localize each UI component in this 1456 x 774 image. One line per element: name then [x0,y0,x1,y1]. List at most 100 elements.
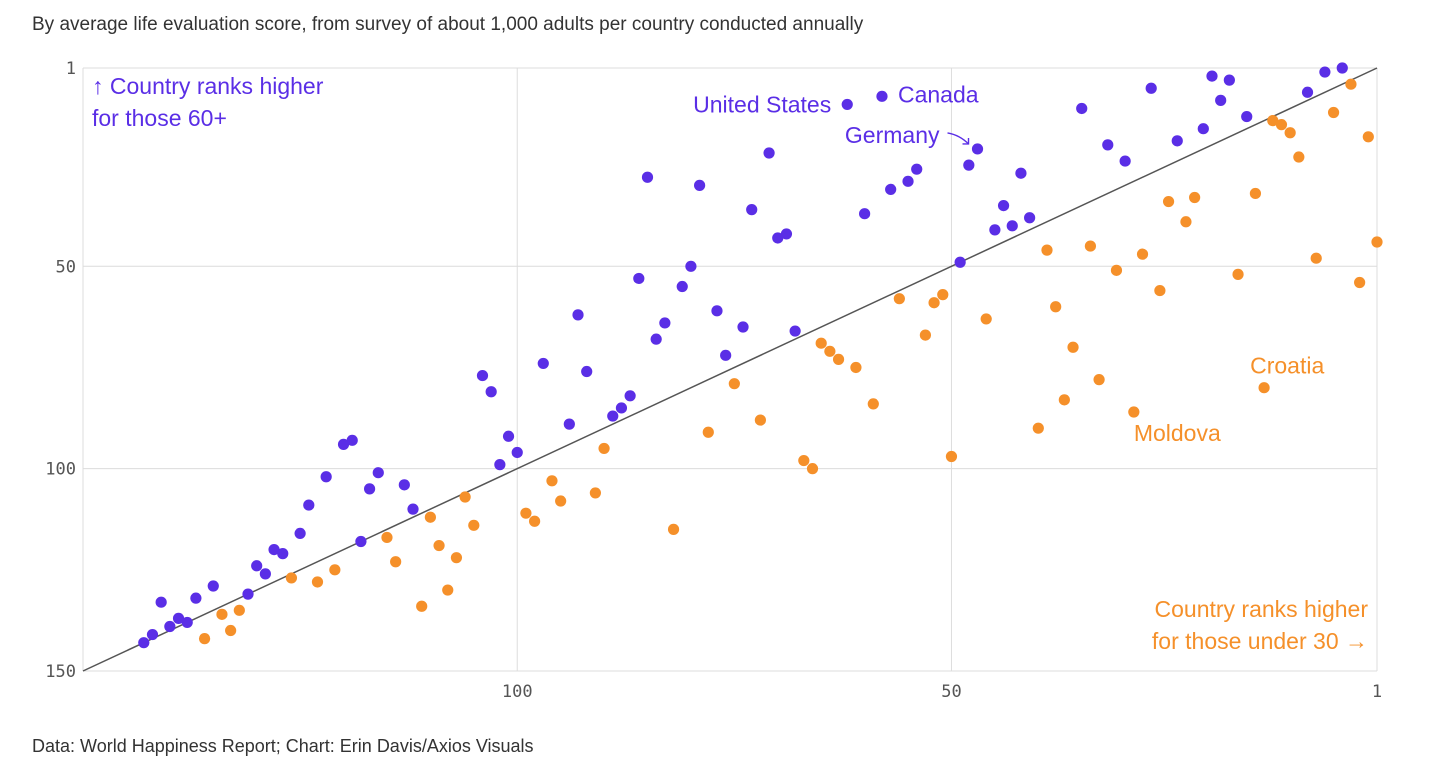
data-point-younger [937,289,949,301]
data-point-younger [528,515,541,527]
data-point-older [476,369,489,382]
data-point-younger [589,487,601,499]
y-tick-label: 50 [56,257,76,277]
data-point-younger [1293,151,1305,163]
note-bottom-right-line2: for those under 30 → [1152,628,1368,654]
data-point-younger [806,463,819,475]
data-point-younger [815,337,827,349]
data-point-younger [1093,374,1105,386]
data-point-younger [216,608,228,620]
data-point-younger [329,564,341,576]
data-point-younger [824,345,836,357]
data-point-younger [450,552,463,564]
data-point-older [885,183,897,196]
data-point-younger [520,507,532,519]
data-point-older [268,543,280,556]
data-point-older [737,321,749,333]
data-point-younger [285,572,298,584]
y-tick-label: 1 [66,59,76,79]
data-point-older [572,309,584,321]
data-point-younger [381,531,393,544]
data-point-older [641,171,654,183]
data-point-older [181,616,193,629]
data-point-younger [728,378,740,390]
data-point-older [1223,74,1235,86]
data-point-older [138,637,150,649]
data-point-younger [1354,276,1366,289]
data-point-older [694,179,706,191]
data-point-younger [893,293,905,305]
note-top-left-line2: for those 60+ [92,105,227,131]
data-point-younger [1128,406,1140,418]
data-point-older [659,317,671,329]
data-point-younger [1371,236,1383,248]
data-point-younger [667,523,680,535]
annotation-croatia: Croatia [1250,353,1324,379]
data-point-older [303,499,315,511]
data-point-older [277,548,289,560]
data-point-older [841,98,853,111]
data-point-younger [980,313,992,325]
data-point-older [876,90,888,102]
data-point-older [746,204,758,216]
data-point-younger [928,297,940,309]
data-point-younger [1345,78,1357,90]
annotations: United States Canada Germany Croatia Moldova [693,81,1324,446]
data-point-older [1024,212,1036,224]
data-point-younger [1180,216,1192,228]
chart-source: Data: World Happiness Report; Chart: Eri… [32,736,534,756]
annotation-arrowhead-icon [962,137,970,145]
data-point-younger [1050,301,1062,313]
data-point-younger [1267,115,1279,127]
data-point-older [607,410,619,422]
data-point-younger [850,361,862,374]
data-point-older [1102,139,1114,151]
data-point-older [676,280,688,293]
data-point-older [355,535,367,548]
data-point-younger [433,539,445,552]
data-point-younger [754,414,766,426]
data-point-younger [702,426,714,438]
data-point-older [407,503,419,515]
data-point-older [1145,82,1157,94]
data-point-older [633,272,645,285]
data-point-younger [1232,268,1244,280]
data-point-younger [1362,131,1374,143]
data-point-younger [832,353,845,365]
data-point-older [155,596,167,608]
note-bottom-right-line1: Country ranks higher [1155,596,1369,622]
data-point-older [259,568,271,580]
data-point-younger [1275,119,1288,131]
data-point-older [502,430,515,442]
data-point-older [537,357,549,370]
data-point-older [346,434,358,446]
data-point-younger [598,442,610,455]
data-point-older [1336,62,1348,74]
data-point-older [963,159,975,171]
data-point-younger [546,475,558,487]
data-point-older [685,260,697,272]
data-point-younger [1058,394,1070,406]
data-point-older [711,305,723,317]
data-point-older [146,628,159,641]
data-point-older [242,588,254,600]
data-point-older [190,592,202,604]
data-point-older [363,483,376,495]
data-point-younger [1189,191,1201,204]
data-point-older [485,386,497,398]
data-point-younger [945,450,958,463]
data-point-younger [424,511,436,523]
data-point-younger [442,584,454,596]
y-tick-label: 150 [45,662,76,682]
data-point-older [997,199,1010,212]
note-top-left-line1: ↑ Country ranks higher [92,73,324,99]
data-point-older [780,228,793,240]
annotation-canada: Canada [898,81,979,107]
data-point-older [615,402,628,414]
data-point-younger [198,633,211,645]
data-point-older [971,143,984,155]
reference-diagonal-line [82,67,1378,672]
data-point-younger [1067,341,1079,353]
data-point-older [1241,110,1253,123]
data-point-younger [798,454,810,467]
